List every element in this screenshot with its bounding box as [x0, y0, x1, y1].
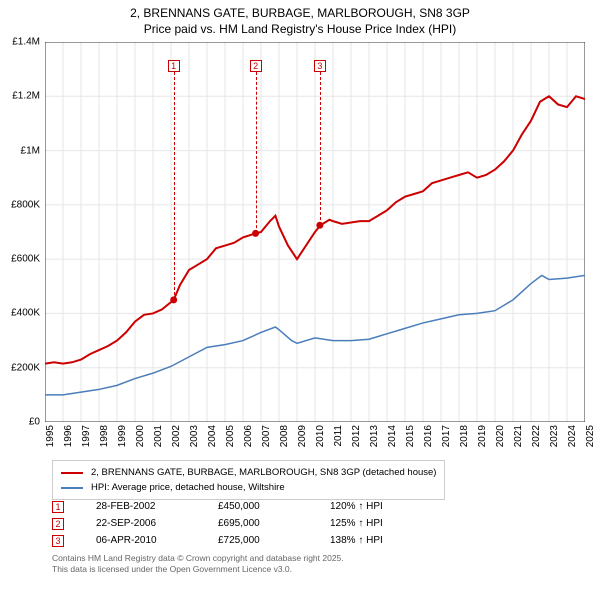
x-tick-label: 2018: [459, 425, 470, 455]
y-tick-label: £600K: [0, 254, 40, 265]
x-tick-label: 2012: [351, 425, 362, 455]
x-tick-label: 2024: [567, 425, 578, 455]
y-tick-label: £400K: [0, 308, 40, 319]
event-date: 06-APR-2010: [96, 535, 186, 546]
title-line-1: 2, BRENNANS GATE, BURBAGE, MARLBOROUGH, …: [0, 5, 600, 21]
y-tick-label: £1.2M: [0, 91, 40, 102]
sale-marker-box: 1: [168, 60, 180, 72]
title-line-2: Price paid vs. HM Land Registry's House …: [0, 21, 600, 37]
x-tick-label: 2014: [387, 425, 398, 455]
x-tick-label: 2021: [513, 425, 524, 455]
event-price: £725,000: [218, 535, 298, 546]
sale-marker-box: 3: [314, 60, 326, 72]
sale-marker-box: 2: [250, 60, 262, 72]
events-table: 1 28-FEB-2002 £450,000 120% ↑ HPI 2 22-SEP-20…: [52, 498, 420, 549]
footer-line-2: This data is licensed under the Open Gov…: [52, 564, 344, 575]
chart-svg: [45, 42, 585, 422]
x-tick-label: 2004: [207, 425, 218, 455]
event-row: 2 22-SEP-2006 £695,000 125% ↑ HPI: [52, 515, 420, 532]
x-tick-label: 1996: [63, 425, 74, 455]
price-chart: £0£200K£400K£600K£800K£1M£1.2M£1.4M19951…: [45, 42, 585, 422]
x-tick-label: 2009: [297, 425, 308, 455]
x-tick-label: 2016: [423, 425, 434, 455]
x-tick-label: 1999: [117, 425, 128, 455]
x-tick-label: 2022: [531, 425, 542, 455]
event-pct: 125% ↑ HPI: [330, 518, 420, 529]
legend-item: 2, BRENNANS GATE, BURBAGE, MARLBOROUGH, …: [61, 465, 436, 480]
event-price: £695,000: [218, 518, 298, 529]
y-tick-label: £800K: [0, 199, 40, 210]
sale-marker-line: [256, 72, 257, 233]
event-row: 3 06-APR-2010 £725,000 138% ↑ HPI: [52, 532, 420, 549]
x-tick-label: 2017: [441, 425, 452, 455]
footer: Contains HM Land Registry data © Crown c…: [52, 553, 344, 575]
x-tick-label: 1997: [81, 425, 92, 455]
y-tick-label: £1M: [0, 145, 40, 156]
x-tick-label: 2007: [261, 425, 272, 455]
event-date: 28-FEB-2002: [96, 501, 186, 512]
legend: 2, BRENNANS GATE, BURBAGE, MARLBOROUGH, …: [52, 460, 445, 500]
sale-marker-line: [174, 72, 175, 300]
event-number: 3: [52, 535, 64, 547]
event-price: £450,000: [218, 501, 298, 512]
legend-swatch: [61, 472, 83, 474]
x-tick-label: 2025: [585, 425, 596, 455]
event-pct: 138% ↑ HPI: [330, 535, 420, 546]
legend-swatch: [61, 487, 83, 489]
event-number: 1: [52, 501, 64, 513]
x-tick-label: 2020: [495, 425, 506, 455]
sale-marker-line: [320, 72, 321, 225]
x-tick-label: 2011: [333, 425, 344, 455]
x-tick-label: 2019: [477, 425, 488, 455]
x-tick-label: 2010: [315, 425, 326, 455]
legend-label: HPI: Average price, detached house, Wilt…: [91, 480, 285, 495]
y-tick-label: £1.4M: [0, 37, 40, 48]
x-tick-label: 2023: [549, 425, 560, 455]
event-pct: 120% ↑ HPI: [330, 501, 420, 512]
event-number: 2: [52, 518, 64, 530]
event-row: 1 28-FEB-2002 £450,000 120% ↑ HPI: [52, 498, 420, 515]
x-tick-label: 2001: [153, 425, 164, 455]
chart-title: 2, BRENNANS GATE, BURBAGE, MARLBOROUGH, …: [0, 5, 600, 37]
x-tick-label: 2008: [279, 425, 290, 455]
event-date: 22-SEP-2006: [96, 518, 186, 529]
legend-item: HPI: Average price, detached house, Wilt…: [61, 480, 436, 495]
x-tick-label: 2000: [135, 425, 146, 455]
legend-label: 2, BRENNANS GATE, BURBAGE, MARLBOROUGH, …: [91, 465, 436, 480]
x-tick-label: 2015: [405, 425, 416, 455]
y-tick-label: £0: [0, 417, 40, 428]
footer-line-1: Contains HM Land Registry data © Crown c…: [52, 553, 344, 564]
x-tick-label: 1998: [99, 425, 110, 455]
x-tick-label: 2006: [243, 425, 254, 455]
y-tick-label: £200K: [0, 362, 40, 373]
x-tick-label: 2003: [189, 425, 200, 455]
x-tick-label: 2013: [369, 425, 380, 455]
x-tick-label: 2002: [171, 425, 182, 455]
x-tick-label: 1995: [45, 425, 56, 455]
x-tick-label: 2005: [225, 425, 236, 455]
